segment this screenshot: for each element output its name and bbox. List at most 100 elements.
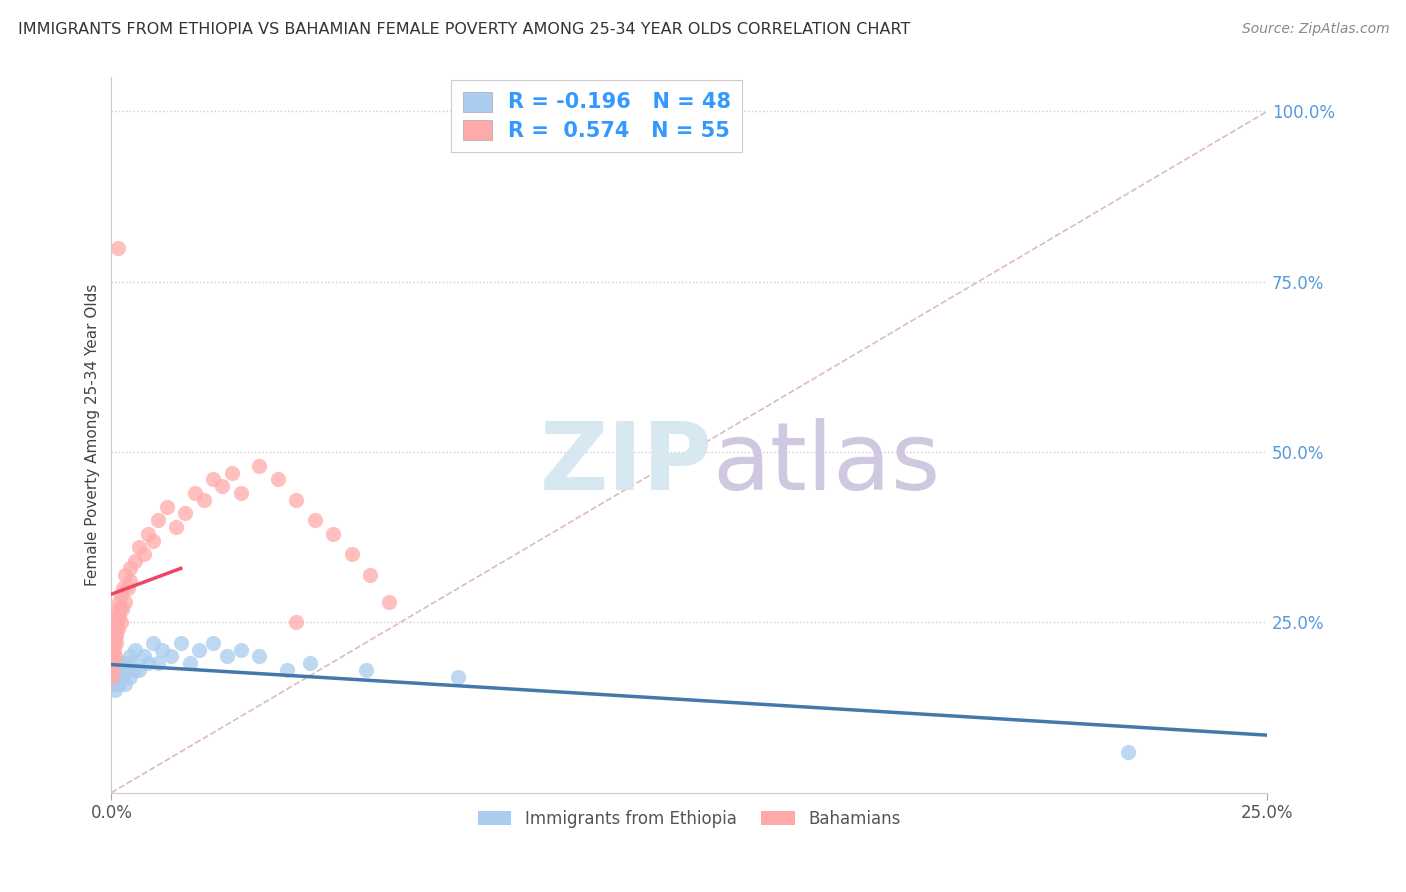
Point: [121, 657, 143, 671]
Point: [110, 588, 132, 602]
Point: [105, 622, 128, 636]
Text: atlas: atlas: [713, 417, 941, 509]
Point: [101, 657, 124, 671]
Point: [107, 615, 129, 630]
Point: [101, 663, 124, 677]
Point: [221, 466, 243, 480]
Point: [101, 670, 124, 684]
Point: [146, 513, 169, 527]
Point: [103, 622, 125, 636]
Point: [170, 636, 193, 650]
Point: [101, 670, 124, 684]
Point: [104, 629, 127, 643]
Point: [104, 683, 127, 698]
Point: [110, 615, 132, 630]
Point: [142, 636, 165, 650]
Point: [114, 595, 136, 609]
Point: [1116, 745, 1139, 759]
Point: [103, 657, 125, 671]
Point: [114, 567, 136, 582]
Point: [111, 582, 134, 596]
Point: [193, 492, 215, 507]
Point: [285, 492, 308, 507]
Point: [104, 649, 127, 664]
Point: [117, 582, 139, 596]
Y-axis label: Female Poverty Among 25-34 Year Olds: Female Poverty Among 25-34 Year Olds: [86, 284, 100, 586]
Point: [247, 458, 270, 473]
Point: [117, 663, 139, 677]
Point: [118, 670, 141, 684]
Point: [150, 642, 173, 657]
Point: [104, 615, 127, 630]
Point: [132, 649, 155, 664]
Point: [110, 663, 132, 677]
Point: [188, 642, 211, 657]
Point: [108, 601, 131, 615]
Point: [160, 649, 183, 664]
Point: [110, 657, 132, 671]
Point: [276, 663, 298, 677]
Point: [104, 663, 127, 677]
Point: [108, 595, 131, 609]
Point: [107, 622, 129, 636]
Point: [107, 657, 129, 671]
Point: [202, 636, 225, 650]
Point: [165, 520, 187, 534]
Point: [128, 663, 150, 677]
Point: [105, 629, 128, 643]
Point: [118, 649, 141, 664]
Point: [110, 601, 132, 615]
Point: [202, 472, 225, 486]
Point: [340, 547, 363, 561]
Point: [114, 657, 136, 671]
Point: [229, 642, 252, 657]
Point: [111, 670, 134, 684]
Point: [114, 676, 136, 690]
Point: [183, 486, 205, 500]
Point: [105, 608, 128, 623]
Point: [107, 676, 129, 690]
Point: [377, 595, 399, 609]
Point: [108, 676, 131, 690]
Point: [211, 479, 233, 493]
Point: [105, 670, 128, 684]
Point: [267, 472, 290, 486]
Point: [447, 670, 470, 684]
Point: [146, 657, 169, 671]
Point: [105, 676, 128, 690]
Text: Source: ZipAtlas.com: Source: ZipAtlas.com: [1241, 22, 1389, 37]
Point: [179, 657, 201, 671]
Point: [299, 657, 322, 671]
Point: [156, 500, 179, 514]
Point: [132, 547, 155, 561]
Point: [247, 649, 270, 664]
Point: [285, 615, 308, 630]
Point: [103, 636, 125, 650]
Point: [103, 676, 125, 690]
Point: [107, 241, 129, 255]
Point: [124, 663, 146, 677]
Text: ZIP: ZIP: [540, 417, 713, 509]
Point: [124, 642, 146, 657]
Point: [142, 533, 165, 548]
Point: [174, 507, 197, 521]
Point: [107, 663, 129, 677]
Point: [101, 663, 124, 677]
Point: [103, 670, 125, 684]
Point: [215, 649, 238, 664]
Point: [107, 608, 129, 623]
Point: [103, 649, 125, 664]
Point: [118, 561, 141, 575]
Point: [322, 526, 344, 541]
Point: [229, 486, 252, 500]
Text: IMMIGRANTS FROM ETHIOPIA VS BAHAMIAN FEMALE POVERTY AMONG 25-34 YEAR OLDS CORREL: IMMIGRANTS FROM ETHIOPIA VS BAHAMIAN FEM…: [18, 22, 911, 37]
Point: [107, 601, 129, 615]
Point: [354, 663, 377, 677]
Point: [128, 541, 150, 555]
Point: [101, 636, 124, 650]
Point: [124, 554, 146, 568]
Legend: Immigrants from Ethiopia, Bahamians: Immigrants from Ethiopia, Bahamians: [471, 803, 907, 834]
Point: [359, 567, 381, 582]
Point: [107, 670, 129, 684]
Point: [138, 657, 160, 671]
